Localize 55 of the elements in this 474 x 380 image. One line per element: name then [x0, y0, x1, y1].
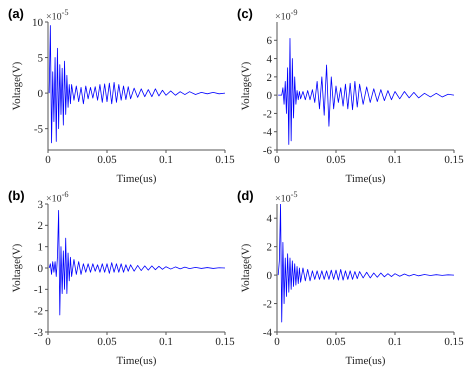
line-series [48, 210, 225, 316]
y-tick-label: 2 [38, 220, 43, 232]
x-tick-label: 0.1 [388, 336, 402, 348]
annotation: ×10$^{-5}$ [275, 190, 298, 204]
y-tick-label: 0 [266, 90, 272, 102]
y-axis-title: Voltage(V) [240, 243, 252, 292]
x-axis-title: Time(us) [346, 355, 386, 367]
y-tick-label: -2 [262, 108, 272, 120]
x-tick-label: 0.15 [444, 154, 464, 166]
chart-title: (c) [237, 6, 253, 21]
x-axis-title: Time(us) [346, 173, 386, 185]
y-tick-label: 4 [266, 53, 272, 66]
y-tick-label: 5 [38, 52, 44, 64]
x-tick-label: 0.05 [97, 154, 118, 166]
x-tick-label: 0.15 [444, 336, 464, 348]
y-tick-label: -4 [262, 126, 272, 139]
y-axis-title: Voltage(V) [10, 243, 23, 292]
y-tick-label: 2 [266, 72, 272, 84]
chart-title: (b) [8, 188, 25, 203]
y-tick-label: 6 [266, 35, 272, 48]
x-tick-label: 0.1 [388, 154, 402, 166]
x-tick-label: 0.05 [326, 154, 346, 166]
y-tick-label: 0 [266, 270, 272, 282]
y-tick-label: 4 [266, 213, 272, 226]
y-axis-title: Voltage(V) [10, 61, 23, 110]
y-tick-label: 3 [38, 198, 44, 211]
y-tick-label: 0 [38, 262, 44, 275]
line-series [48, 25, 225, 144]
y-tick-label: 2 [266, 242, 272, 254]
x-tick-label: 0.05 [326, 336, 346, 348]
chart-title: (a) [8, 6, 24, 21]
x-tick-label: 0.15 [215, 154, 236, 166]
x-axis-title: Time(us) [116, 355, 157, 367]
x-tick-label: 0.15 [215, 336, 236, 348]
y-tick-label: -6 [262, 144, 272, 157]
line-series [278, 204, 454, 322]
y-axis-title: Voltage(V) [240, 61, 252, 110]
annotation: ×10$^{-5}$ [46, 8, 69, 22]
annotation: ×10$^{-6}$ [46, 190, 69, 204]
line-series [278, 38, 454, 145]
y-tick-label: 10 [32, 16, 44, 29]
x-axis-title: Time(us) [116, 173, 157, 185]
y-tick-label: -3 [34, 326, 44, 339]
x-tick-label: 0.1 [159, 336, 173, 348]
y-tick-label: -5 [34, 124, 44, 136]
x-tick-label: 0.1 [159, 154, 173, 166]
annotation: ×10$^{-9}$ [275, 8, 298, 22]
y-tick-label: 1 [38, 242, 43, 254]
y-tick-label: -2 [34, 306, 43, 318]
y-tick-label: 0 [38, 88, 44, 100]
y-tick-label: -4 [262, 326, 272, 339]
y-tick-label: -1 [34, 284, 43, 296]
y-tick-label: -2 [262, 298, 272, 310]
x-tick-label: 0.05 [97, 336, 118, 348]
chart-title: (d) [237, 188, 254, 203]
